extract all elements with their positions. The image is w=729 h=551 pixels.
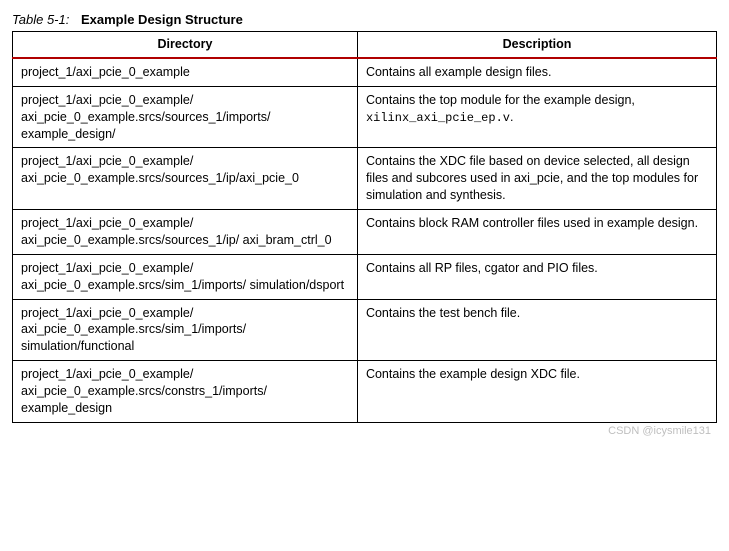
table-header-row: Directory Description — [13, 32, 717, 58]
description-cell: Contains the test bench file. — [357, 299, 716, 361]
design-structure-table: Directory Description project_1/axi_pcie… — [12, 31, 717, 423]
description-cell: Contains the XDC file based on device se… — [357, 148, 716, 210]
directory-cell: project_1/axi_pcie_0_example/ axi_pcie_0… — [13, 361, 358, 423]
description-text: Contains all RP files, cgator and PIO fi… — [366, 261, 598, 275]
description-text: Contains the top module for the example … — [366, 93, 635, 107]
table-row: project_1/axi_pcie_0_example/ axi_pcie_0… — [13, 361, 717, 423]
description-cell: Contains all example design files. — [357, 58, 716, 86]
description-cell: Contains all RP files, cgator and PIO fi… — [357, 254, 716, 299]
description-text: . — [510, 110, 513, 124]
directory-cell: project_1/axi_pcie_0_example/ axi_pcie_0… — [13, 148, 358, 210]
col-header-description: Description — [357, 32, 716, 58]
table-caption: Table 5-1: Example Design Structure — [12, 12, 717, 27]
description-text: Contains block RAM controller files used… — [366, 216, 698, 230]
description-text: Contains the test bench file. — [366, 306, 520, 320]
directory-cell: project_1/axi_pcie_0_example — [13, 58, 358, 86]
table-row: project_1/axi_pcie_0_example/ axi_pcie_0… — [13, 299, 717, 361]
col-header-directory: Directory — [13, 32, 358, 58]
description-text: Contains all example design files. — [366, 65, 552, 79]
directory-cell: project_1/axi_pcie_0_example/ axi_pcie_0… — [13, 210, 358, 255]
table-row: project_1/axi_pcie_0_example/ axi_pcie_0… — [13, 210, 717, 255]
directory-cell: project_1/axi_pcie_0_example/ axi_pcie_0… — [13, 254, 358, 299]
description-cell: Contains block RAM controller files used… — [357, 210, 716, 255]
description-cell: Contains the example design XDC file. — [357, 361, 716, 423]
table-row: project_1/axi_pcie_0_example Contains all… — [13, 58, 717, 86]
directory-cell: project_1/axi_pcie_0_example/ axi_pcie_0… — [13, 86, 358, 148]
directory-cell: project_1/axi_pcie_0_example/ axi_pcie_0… — [13, 299, 358, 361]
table-row: project_1/axi_pcie_0_example/ axi_pcie_0… — [13, 148, 717, 210]
caption-label: Table 5-1: — [12, 12, 69, 27]
description-text: Contains the example design XDC file. — [366, 367, 580, 381]
description-text: Contains the XDC file based on device se… — [366, 154, 698, 202]
watermark: CSDN @icysmile131 — [12, 425, 717, 437]
table-row: project_1/axi_pcie_0_example/ axi_pcie_0… — [13, 86, 717, 148]
code-filename: xilinx_axi_pcie_ep.v — [366, 111, 510, 125]
caption-title: Example Design Structure — [81, 12, 243, 27]
description-cell: Contains the top module for the example … — [357, 86, 716, 148]
table-row: project_1/axi_pcie_0_example/ axi_pcie_0… — [13, 254, 717, 299]
